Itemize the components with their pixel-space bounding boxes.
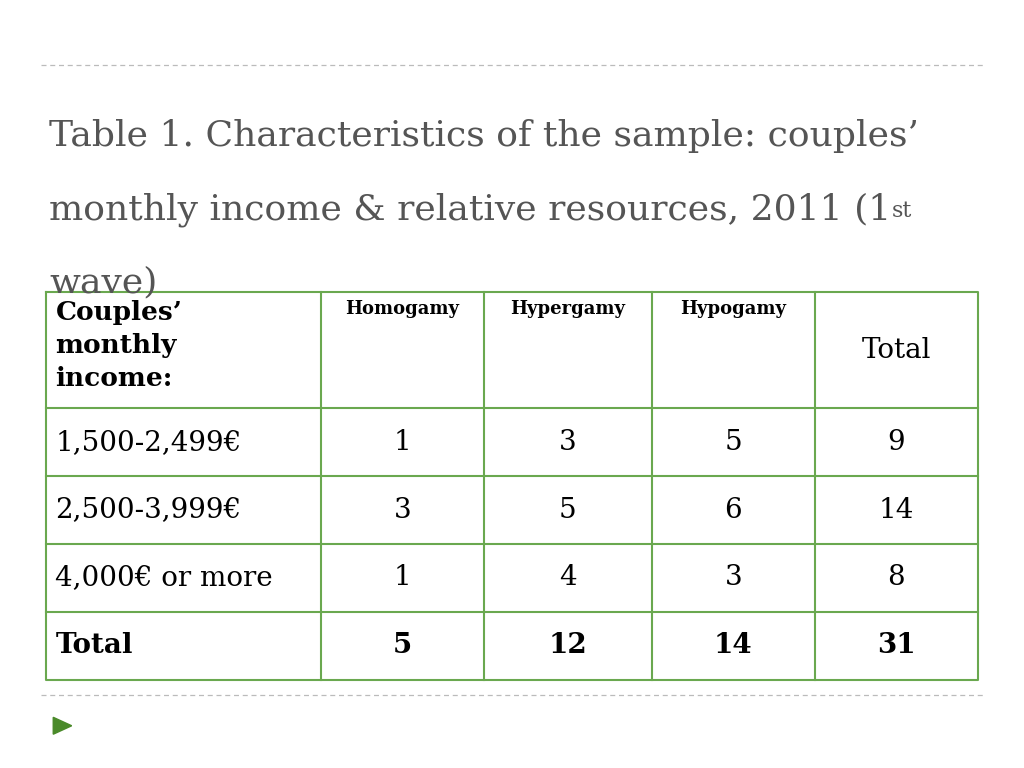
- Text: 2,500-3,999€: 2,500-3,999€: [55, 496, 242, 524]
- Text: Total: Total: [861, 336, 931, 363]
- Text: Hypogamy: Hypogamy: [680, 300, 786, 317]
- Text: 1: 1: [393, 429, 412, 455]
- Text: 3: 3: [559, 429, 577, 455]
- Text: wave): wave): [49, 265, 158, 299]
- Text: 5: 5: [393, 632, 412, 659]
- Text: 31: 31: [878, 632, 915, 659]
- Text: 5: 5: [725, 429, 742, 455]
- Polygon shape: [53, 717, 72, 734]
- Text: 4: 4: [559, 564, 577, 591]
- Text: 9: 9: [888, 429, 905, 455]
- Text: 5: 5: [559, 496, 577, 524]
- Text: st: st: [892, 200, 911, 222]
- Text: 4,000€ or more: 4,000€ or more: [55, 564, 273, 591]
- Text: 8: 8: [888, 564, 905, 591]
- Text: Couples’
monthly
income:: Couples’ monthly income:: [55, 300, 182, 390]
- Text: Total: Total: [55, 632, 133, 659]
- Text: 3: 3: [725, 564, 742, 591]
- Text: Homogamy: Homogamy: [345, 300, 460, 317]
- Text: monthly income & relative resources, 2011 (1: monthly income & relative resources, 201…: [49, 192, 892, 227]
- Text: 14: 14: [714, 632, 753, 659]
- Text: 1: 1: [393, 564, 412, 591]
- Text: 12: 12: [549, 632, 588, 659]
- Text: 6: 6: [725, 496, 742, 524]
- Text: Table 1. Characteristics of the sample: couples’: Table 1. Characteristics of the sample: …: [49, 119, 919, 153]
- Text: 14: 14: [879, 496, 914, 524]
- Text: 3: 3: [393, 496, 412, 524]
- Text: 1,500-2,499€: 1,500-2,499€: [55, 429, 242, 455]
- Text: Hypergamy: Hypergamy: [510, 300, 626, 317]
